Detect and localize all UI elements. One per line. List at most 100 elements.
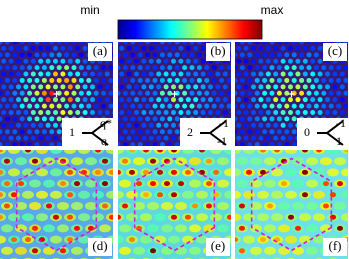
lattice-dot xyxy=(56,129,62,135)
lattice-dot xyxy=(189,52,195,58)
intensity-blob xyxy=(161,224,173,233)
lattice-dot xyxy=(1,58,7,64)
intensity-blob xyxy=(126,213,138,222)
intensity-blob xyxy=(250,202,262,210)
lattice-dot xyxy=(137,142,143,146)
lattice-dot xyxy=(182,103,188,109)
lattice-dot xyxy=(126,58,132,64)
lattice-dot xyxy=(317,45,323,51)
lattice-dot xyxy=(254,142,260,146)
lattice-dot xyxy=(306,90,312,96)
lattice-dot xyxy=(247,142,253,146)
lattice-dot xyxy=(226,103,231,109)
lattice-dot xyxy=(118,129,121,135)
lattice-dot xyxy=(0,90,3,96)
intensity-blob xyxy=(257,190,269,199)
lattice-dot xyxy=(75,33,80,38)
panel-label: (c) xyxy=(328,43,342,58)
lattice-dot xyxy=(310,45,316,51)
lattice-dot xyxy=(226,90,231,96)
lattice-dot xyxy=(105,33,110,38)
lattice-dot xyxy=(200,45,206,51)
lattice-dot xyxy=(318,33,323,38)
lattice-dot xyxy=(219,103,225,109)
lattice-dot xyxy=(118,42,121,45)
intensity-peak xyxy=(302,169,308,175)
lattice-dot xyxy=(159,65,165,71)
lattice-dot xyxy=(49,129,55,135)
lattice-dot xyxy=(291,90,297,96)
lattice-dot xyxy=(167,103,173,109)
lattice-dot xyxy=(134,97,139,103)
lattice-dot xyxy=(101,103,107,109)
lattice-dot xyxy=(41,77,47,83)
lattice-dot xyxy=(41,90,47,96)
intensity-peak xyxy=(239,203,245,209)
lattice-dot xyxy=(134,45,139,51)
lattice-dot xyxy=(137,52,143,58)
intensity-peak xyxy=(109,214,113,220)
intensity-peak xyxy=(129,169,135,175)
lattice-dot xyxy=(236,71,242,77)
lattice-dot xyxy=(230,59,231,64)
lattice-dot xyxy=(78,42,84,45)
intensity-blob xyxy=(224,150,231,154)
lattice-dot xyxy=(247,52,253,58)
intensity-peak xyxy=(74,225,80,231)
lattice-dot xyxy=(148,97,154,103)
lattice-dot xyxy=(321,77,327,83)
intensity-peak xyxy=(81,169,87,175)
intensity-peak xyxy=(122,158,128,164)
lattice-dot xyxy=(284,90,290,96)
lattice-dot xyxy=(313,42,319,45)
lattice-dot xyxy=(235,142,238,146)
lattice-dot xyxy=(12,142,18,146)
intensity-blob xyxy=(327,150,339,154)
lattice-dot xyxy=(313,77,319,83)
lattice-dot xyxy=(134,135,139,141)
lattice-dot xyxy=(196,103,202,109)
lattice-dot xyxy=(67,97,73,103)
lattice-dot xyxy=(53,45,58,51)
lattice-dot xyxy=(141,97,147,103)
lattice-dot xyxy=(71,65,77,71)
lattice-dot xyxy=(185,84,191,90)
lattice-dot xyxy=(141,122,147,128)
lattice-dot xyxy=(254,42,260,45)
lattice-dot xyxy=(317,109,323,115)
lattice-dot xyxy=(23,84,29,90)
intensity-peak xyxy=(323,181,329,187)
intensity-peak xyxy=(171,214,177,220)
lattice-dot xyxy=(118,52,121,58)
lattice-dot xyxy=(288,58,293,64)
intensity-blob xyxy=(334,157,346,166)
intensity-blob xyxy=(243,190,255,199)
lattice-dot xyxy=(347,72,348,76)
lattice-dot xyxy=(247,65,253,71)
intensity-blob xyxy=(285,190,297,199)
intensity-blob xyxy=(292,157,304,166)
lattice-dot xyxy=(325,33,330,38)
lattice-dot xyxy=(68,33,73,38)
lattice-dot xyxy=(273,84,279,90)
lattice-dot xyxy=(310,84,316,90)
intensity-peak xyxy=(102,203,108,209)
intensity-blob xyxy=(313,235,325,244)
intensity-blob xyxy=(78,235,90,244)
intensity-blob xyxy=(71,157,83,166)
lattice-dot xyxy=(347,97,348,102)
lattice-dot xyxy=(174,129,180,135)
intensity-peak xyxy=(4,158,10,164)
lattice-dot xyxy=(291,142,297,146)
lattice-dot xyxy=(239,116,245,122)
lattice-dot xyxy=(4,42,10,45)
lattice-dot xyxy=(262,116,268,122)
lattice-dot xyxy=(339,97,345,103)
lattice-dot xyxy=(8,122,14,128)
lattice-dot xyxy=(4,142,10,146)
lattice-dot xyxy=(269,129,275,135)
lattice-dot xyxy=(189,103,195,109)
lattice-dot xyxy=(0,42,3,45)
lattice-dot xyxy=(126,45,132,51)
